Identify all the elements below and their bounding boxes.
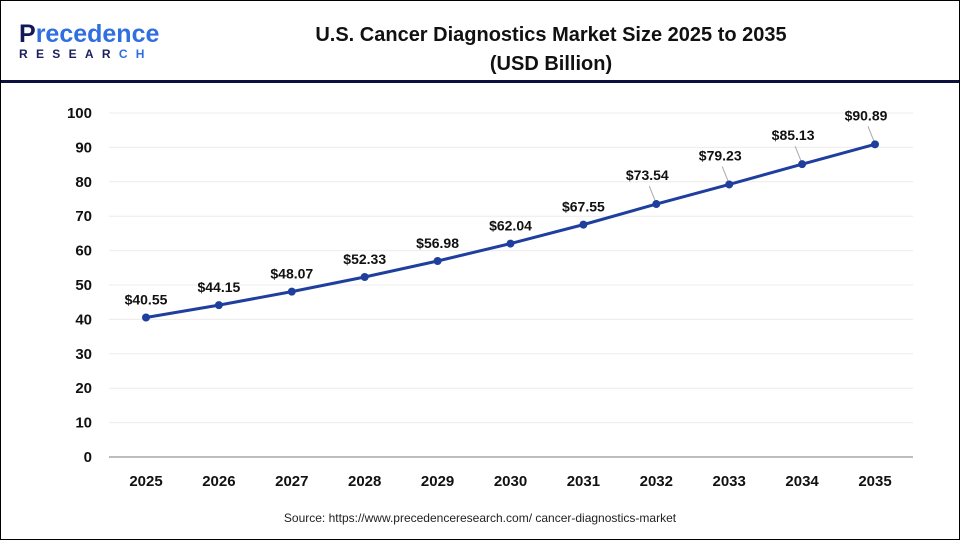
- precedence-research-logo: Precedence RESEARCH: [19, 21, 159, 61]
- title-line-2: (USD Billion): [489, 53, 613, 75]
- x-tick-label: 2028: [348, 473, 381, 490]
- data-point: [360, 272, 369, 281]
- x-tick-label: 2035: [858, 473, 891, 490]
- source-text: Source: https://www.precedenceresearch.c…: [283, 511, 677, 525]
- y-tick-label: 10: [75, 415, 92, 432]
- leader-line: [867, 126, 875, 142]
- logo-subtext: RESEAR: [19, 47, 119, 61]
- y-tick-label: 100: [67, 105, 92, 122]
- data-label: $40.55: [125, 292, 168, 308]
- header: Precedence RESEARCH U.S. Cancer Diagnost…: [1, 1, 959, 83]
- data-label: $90.89: [845, 107, 888, 123]
- data-label: $73.54: [626, 167, 669, 183]
- x-tick-label: 2029: [421, 473, 454, 490]
- data-label: $62.04: [489, 218, 532, 234]
- data-label: $56.98: [416, 235, 459, 251]
- x-tick-label: 2030: [494, 473, 527, 490]
- x-tick-label: 2031: [567, 473, 600, 490]
- leader-line: [648, 185, 656, 202]
- y-tick-label: 0: [84, 449, 92, 466]
- data-label: $48.07: [270, 266, 313, 282]
- logo-text: P: [19, 20, 36, 48]
- x-tick-label: 2026: [202, 473, 235, 490]
- x-tick-label: 2027: [275, 473, 308, 490]
- y-tick-label: 90: [75, 139, 92, 156]
- x-tick-label: 2025: [129, 473, 162, 490]
- data-point: [433, 256, 442, 265]
- data-label: $85.13: [772, 127, 815, 143]
- logo-text: recedence: [35, 20, 160, 48]
- x-tick-label: 2032: [640, 473, 673, 490]
- data-label: $44.15: [197, 279, 240, 295]
- y-tick-label: 50: [75, 277, 92, 294]
- data-point: [652, 200, 661, 209]
- data-point: [214, 301, 223, 310]
- title-line-1: U.S. Cancer Diagnostics Market Size 2025…: [315, 24, 787, 46]
- data-label: $52.33: [343, 251, 386, 267]
- y-tick-label: 20: [75, 380, 92, 397]
- data-point: [798, 160, 807, 169]
- data-point: [506, 239, 515, 248]
- data-label: $67.55: [562, 199, 605, 215]
- y-tick-label: 70: [75, 208, 92, 225]
- data-point: [725, 180, 734, 189]
- data-label: $79.23: [699, 147, 742, 163]
- data-point: [287, 287, 296, 296]
- leader-line: [721, 166, 729, 182]
- x-tick-label: 2033: [713, 473, 746, 490]
- data-point: [579, 220, 588, 229]
- logo-subtext: CH: [118, 47, 153, 61]
- y-tick-label: 60: [75, 243, 92, 260]
- chart-title: U.S. Cancer Diagnostics Market Size 2025…: [251, 21, 851, 79]
- x-tick-label: 2034: [785, 473, 819, 490]
- leader-line: [794, 145, 802, 162]
- data-point: [871, 140, 879, 149]
- data-point: [142, 313, 150, 322]
- y-tick-label: 40: [75, 311, 92, 328]
- y-tick-label: 80: [75, 174, 92, 191]
- y-tick-label: 30: [75, 346, 92, 363]
